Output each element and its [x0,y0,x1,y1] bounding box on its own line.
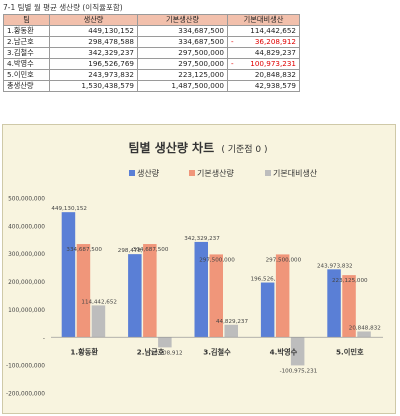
bar [290,337,305,366]
cell-team: 4.박영수 [3,58,50,70]
chart-title-note: ( 기준점 0 ) [221,143,267,155]
cell-team: 2.남근호 [3,36,50,48]
legend-swatch [265,170,271,176]
header-production: 생산량 [49,14,138,26]
bar [209,254,223,338]
bar [61,212,76,338]
table-row: 2.남근호 298,478,588 334,687,500- 36,208,912 [3,36,300,48]
bar [91,305,106,338]
legend-swatch [129,170,135,176]
bars-group: 449,130,152 334,687,500 114,442,652 298,478… [51,206,380,374]
data-label: 297,500,000 [266,257,302,263]
cell-vs-base: 44,829,237 [227,47,300,59]
bar [76,244,91,338]
y-tick-label: 100,000,000 [8,308,45,314]
header-vs-base: 기본대비생산 [227,14,300,26]
table-row: 4.박영수 196,526,769 297,500,000- 100,973,231 [3,58,300,70]
data-label: 297,500,000 [199,257,235,263]
data-label: 334,687,500 [66,247,102,253]
x-axis: 1.황동환 2.남근호 3.김철수 4.박영수 5.이민호 [51,336,383,356]
bar [128,254,142,338]
cell-base-production: 223,125,000 [137,69,228,81]
bar [275,254,290,338]
y-tick-label: -100,000,000 [6,364,45,370]
chart-title-main: 팀별 생산량 차트 [129,140,215,155]
legend-label: 생산량 [137,168,160,178]
chart-title: 팀별 생산량 차트 ( 기준점 0 ) [129,140,268,155]
cell-production: 196,526,769 [49,58,138,70]
table-row: 3.김철수 342,329,237 297,500,000 44,829,237 [3,47,300,59]
cell-team: 5.이민호 [3,69,50,81]
table-row: 총생산량 1,530,438,579 1,487,500,000 42,938,579 [3,80,300,92]
table-row: 1.황동환 449,130,152 334,687,500 114,442,652 [3,25,300,37]
data-label: -36,208,912 [149,350,183,356]
cell-vs-base: 114,442,652 [227,25,300,37]
cell-vs-base: 42,938,579 [227,80,300,92]
cell-base-production: 297,500,000 [137,47,228,59]
bar [143,244,157,338]
cell-base-production: 334,687,500 [137,36,228,48]
cell-team: 3.김철수 [3,47,50,59]
data-label: 20,848,832 [349,325,381,331]
y-tick-label: 400,000,000 [8,224,45,230]
cell-team: 1.황동환 [3,25,50,37]
bar [224,324,238,338]
chart-legend: 생산량 기본생산량 기본대비생산 [129,168,318,178]
cell-base-production: 334,687,500 [137,25,228,37]
bar [342,275,356,338]
table-header-row: 팀 생산량 기본생산량 기본대비생산 [3,14,300,26]
y-axis: 500,000,000 400,000,000 300,000,000 200,000… [6,197,45,398]
cell-production: 449,130,152 [49,25,138,37]
data-label: 342,329,237 [184,236,220,242]
data-label: 114,442,652 [81,299,117,305]
x-tick-label: 2.남근호 [137,347,165,356]
y-tick-label: -200,000,000 [6,392,45,398]
negative-sign: - [231,37,234,46]
cell-production: 1,530,438,579 [49,80,138,92]
cell-vs-base: - 36,208,912 [227,36,300,48]
data-label: -100,975,231 [280,368,318,374]
data-label: 223,125,000 [332,278,368,284]
data-label: 334,687,500 [133,247,169,253]
data-label: 449,130,152 [51,206,87,212]
y-tick-label: - [43,336,45,342]
bar [327,269,341,338]
sheet-heading: 7-1 팀별 월 평균 생산량 (이직율포함) [3,3,123,12]
bar [357,331,371,338]
cell-team: 총생산량 [3,80,50,92]
cell-value: 100,973,231 [250,59,296,68]
data-label: 298,478,588 [118,248,154,254]
data-label: 196,526,769 [251,277,287,283]
bar [260,282,275,338]
production-table: 팀 생산량 기본생산량 기본대비생산 1.황동환 449,130,152 334,6… [3,14,300,92]
table-row: 5.이민호 243,973,832 223,125,000 20,848,832 [3,69,300,81]
x-tick-label: 4.박영수 [270,347,298,356]
cell-base-production: 1,487,500,000 [137,80,228,92]
legend-label: 기본생산량 [197,168,234,178]
x-tick-label: 5.이민호 [336,347,364,356]
cell-vs-base: - 100,973,231 [227,58,300,70]
legend-swatch [189,170,195,176]
header-team: 팀 [3,14,50,26]
y-tick-label: 500,000,000 [8,197,45,203]
cell-vs-base: 20,848,832 [227,69,300,81]
bar [158,337,172,348]
data-label: 243,973,832 [317,263,353,269]
y-tick-label: 300,000,000 [8,252,45,258]
negative-sign: - [231,59,234,68]
cell-value: 36,208,912 [254,37,296,46]
legend-label: 기본대비생산 [273,168,318,178]
cell-production: 243,973,832 [49,69,138,81]
cell-production: 342,329,237 [49,47,138,59]
chart-panel: 팀별 생산량 차트 ( 기준점 0 ) 생산량 기본생산량 기본대비생산 500,0… [2,124,396,414]
data-label: 44,829,237 [216,319,248,325]
cell-base-production: 297,500,000 [137,58,228,70]
y-tick-label: 200,000,000 [8,280,45,286]
cell-production: 298,478,588 [49,36,138,48]
production-bar-chart: 팀별 생산량 차트 ( 기준점 0 ) 생산량 기본생산량 기본대비생산 500,0… [6,140,383,398]
x-tick-label: 1.황동환 [70,347,98,356]
x-tick-label: 3.김철수 [203,347,231,356]
bar [194,241,208,338]
header-base-production: 기본생산량 [137,14,228,26]
